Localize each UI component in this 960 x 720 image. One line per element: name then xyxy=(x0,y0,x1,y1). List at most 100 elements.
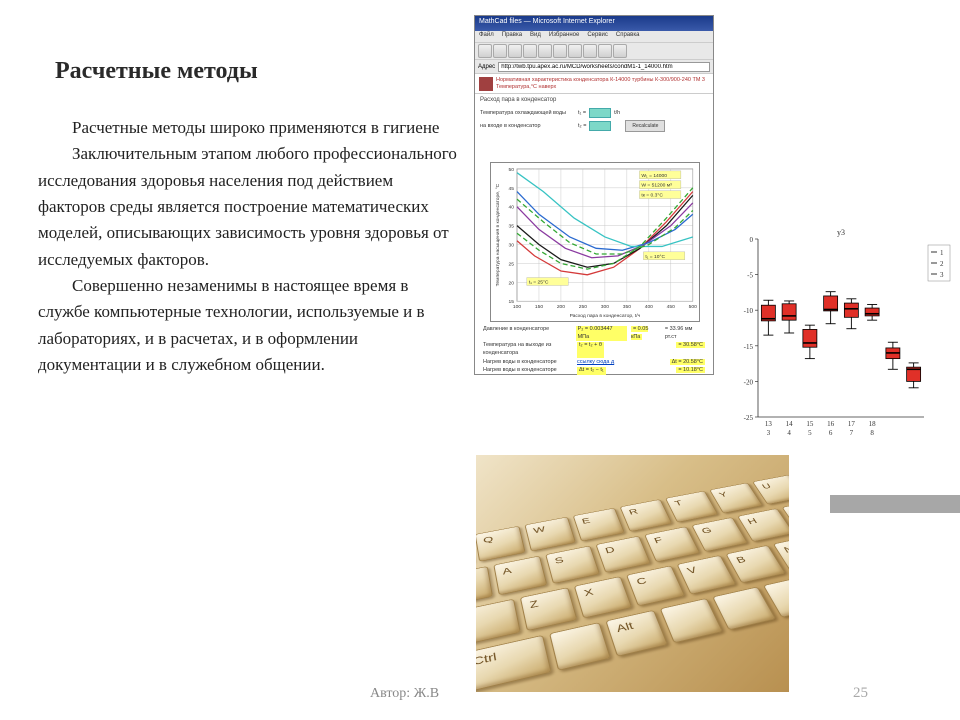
browser-menu: Файл Правка Вид Избранное Сервис Справка xyxy=(475,31,713,43)
nav-home-icon[interactable] xyxy=(538,44,552,58)
svg-text:16: 16 xyxy=(827,420,835,428)
figure-boxplot: -25-20-15-10-50131415161718345678y3123 xyxy=(726,225,954,450)
svg-text:35: 35 xyxy=(509,224,515,230)
keyboard-key: Q xyxy=(476,526,526,562)
svg-text:45: 45 xyxy=(509,186,515,192)
svg-text:tк = 0.3°C: tк = 0.3°C xyxy=(641,193,663,199)
svg-text:15: 15 xyxy=(806,420,814,428)
page-header: Нормативная характеристика конденсатора … xyxy=(475,74,713,94)
svg-text:500: 500 xyxy=(689,304,697,310)
paragraph-1: Расчетные методы широко применяются в ги… xyxy=(38,115,458,141)
page-number: 25 xyxy=(853,685,868,702)
svg-text:30: 30 xyxy=(509,243,515,249)
svg-text:25: 25 xyxy=(509,261,515,267)
nav-search-icon[interactable] xyxy=(553,44,567,58)
keyboard-key: H xyxy=(737,508,789,542)
nav-print-icon[interactable] xyxy=(613,44,627,58)
nav-stop-icon[interactable] xyxy=(508,44,522,58)
svg-text:Температура насыщения в конден: Температура насыщения в конденсаторе, °C xyxy=(495,183,501,286)
nav-fwd-icon[interactable] xyxy=(493,44,507,58)
keyboard-key: V xyxy=(677,555,737,595)
svg-text:0: 0 xyxy=(750,236,754,244)
svg-text:-10: -10 xyxy=(744,307,754,315)
svg-text:t₁ = 25°C: t₁ = 25°C xyxy=(529,279,549,285)
svg-text:4: 4 xyxy=(787,429,791,437)
svg-text:20: 20 xyxy=(509,280,515,286)
row1-var: t₁ = xyxy=(578,110,586,116)
input-panel: Температура охлаждающей воды t₁ = t/h на… xyxy=(475,106,713,134)
svg-text:3: 3 xyxy=(940,271,944,279)
svg-text:-15: -15 xyxy=(744,343,754,351)
svg-text:350: 350 xyxy=(623,304,631,310)
svg-text:-20: -20 xyxy=(744,378,754,386)
url-input[interactable] xyxy=(498,62,710,72)
svg-text:y3: y3 xyxy=(837,228,845,237)
nav-refresh-icon[interactable] xyxy=(523,44,537,58)
accent-bar xyxy=(830,495,960,513)
menu-item[interactable]: Избранное xyxy=(549,32,579,41)
keyboard-key: A xyxy=(493,556,547,596)
results-block: Давление в конденсатореP₂ = 0.003447 MПа… xyxy=(483,326,705,376)
keyboard-key xyxy=(549,622,611,671)
svg-text:W₁ = 14000: W₁ = 14000 xyxy=(641,173,667,179)
svg-text:-25: -25 xyxy=(744,414,754,422)
svg-text:18: 18 xyxy=(869,420,877,428)
keyboard-key xyxy=(660,598,723,643)
svg-text:200: 200 xyxy=(557,304,565,310)
nav-mail-icon[interactable] xyxy=(598,44,612,58)
svg-text:8: 8 xyxy=(870,429,874,437)
svg-text:100: 100 xyxy=(513,304,521,310)
row2-label: на входе в конденсатор xyxy=(480,123,575,129)
svg-text:Расход пара в конденсатор, t/ч: Расход пара в конденсатор, t/ч xyxy=(570,313,641,319)
svg-text:17: 17 xyxy=(848,420,856,428)
svg-text:150: 150 xyxy=(535,304,543,310)
recalculate-button[interactable]: Recalculate xyxy=(625,120,665,132)
menu-item[interactable]: Справка xyxy=(616,32,640,41)
result-row: Нагрев воды в конденсатореΔt = t₂ − t₁= … xyxy=(483,367,705,375)
keyboard-key: Z xyxy=(520,587,578,631)
unit-label: t/h xyxy=(614,110,620,116)
keyboard-key: F xyxy=(644,526,700,562)
paragraph-2: Заключительным этапом любого профессиона… xyxy=(38,141,458,273)
keyboard-key: Ctrl xyxy=(476,635,552,692)
line-chart: 1001502002503003504004505001520253035404… xyxy=(490,162,700,322)
svg-text:3: 3 xyxy=(767,429,771,437)
result-row: Давление в конденсатореP₂ = 0.003447 MПа… xyxy=(483,326,705,341)
footer-author: Автор: Ж.В xyxy=(370,686,439,702)
input-field-2[interactable] xyxy=(589,121,611,131)
svg-text:t₁ = 10°C: t₁ = 10°C xyxy=(645,254,665,260)
svg-text:40: 40 xyxy=(509,205,515,211)
keyboard-key: D xyxy=(596,536,651,573)
svg-text:5: 5 xyxy=(808,429,812,437)
body-text: Расчетные методы широко применяются в ги… xyxy=(38,115,458,378)
page-subtitle: Расход пара в конденсатор xyxy=(475,94,713,106)
keyboard-key: R xyxy=(620,499,673,532)
nav-back-icon[interactable] xyxy=(478,44,492,58)
addr-label: Адрес xyxy=(478,64,495,70)
browser-content: Нормативная характеристика конденсатора … xyxy=(475,74,713,374)
row1-label: Температура охлаждающей воды xyxy=(480,110,575,116)
input-field-1[interactable] xyxy=(589,108,611,118)
svg-text:14: 14 xyxy=(786,420,794,428)
row2-var: t₂ = xyxy=(578,123,586,129)
menu-item[interactable]: Вид xyxy=(530,32,541,41)
browser-addressbar: Адрес xyxy=(475,60,713,74)
browser-titlebar: MathCad files — Microsoft Internet Explo… xyxy=(475,16,713,31)
nav-history-icon[interactable] xyxy=(583,44,597,58)
svg-text:6: 6 xyxy=(829,429,833,437)
menu-item[interactable]: Файл xyxy=(479,32,494,41)
keyboard-key: W xyxy=(524,517,575,552)
result-row: Нагрев воды в конденсаторессылку сюда дΔ… xyxy=(483,359,705,367)
svg-text:W = 51200 м³: W = 51200 м³ xyxy=(641,183,672,189)
svg-text:2: 2 xyxy=(940,260,944,268)
svg-text:450: 450 xyxy=(667,304,675,310)
nav-fav-icon[interactable] xyxy=(568,44,582,58)
figure-browser: MathCad files — Microsoft Internet Explo… xyxy=(474,15,714,375)
svg-text:-5: -5 xyxy=(747,272,753,280)
keyboard-key: X xyxy=(574,576,632,618)
svg-text:250: 250 xyxy=(579,304,587,310)
menu-item[interactable]: Правка xyxy=(502,32,522,41)
menu-item[interactable]: Сервис xyxy=(587,32,608,41)
svg-text:400: 400 xyxy=(645,304,653,310)
browser-toolbar xyxy=(475,43,713,60)
